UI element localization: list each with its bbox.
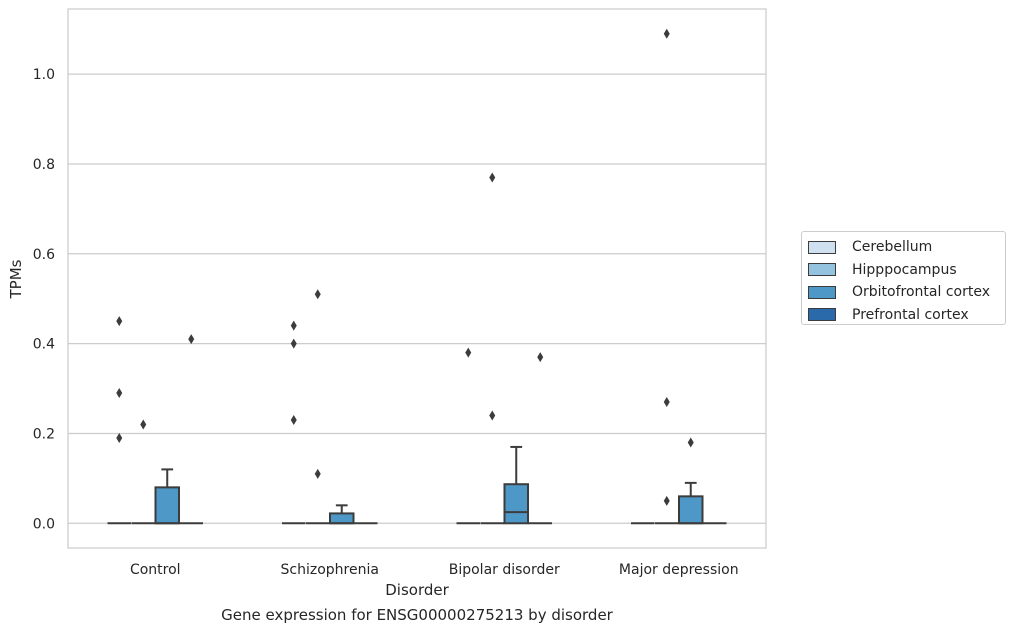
y-tick-label: 0.8 (33, 157, 55, 173)
outlier-point (290, 338, 297, 349)
box-cerebellum (107, 316, 132, 525)
x-axis-label: Disorder (385, 581, 449, 599)
x-tick-label: Bipolar disorder (449, 562, 560, 578)
legend-item: Orbitofrontal cortex (808, 281, 1005, 304)
y-tick-label: 0.6 (33, 247, 55, 263)
legend-label: Prefrontal cortex (852, 306, 969, 323)
box-orbitofrontal-cortex (503, 445, 530, 525)
plot-frame (67, 8, 767, 549)
outlier-point (116, 316, 123, 327)
legend-swatch (808, 308, 836, 322)
outlier-point (489, 410, 496, 421)
outlier-point (188, 334, 195, 345)
chart-caption: Gene expression for ENSG00000275213 by d… (221, 606, 613, 624)
box-hipppocampus (131, 419, 156, 525)
box-orbitofrontal-cortex (677, 437, 704, 525)
x-axis-ticks: Control Schizophrenia Bipolar disorder Majo… (130, 562, 739, 578)
legend-swatch (808, 285, 836, 299)
box-cerebellum (282, 320, 306, 525)
outlier-point (140, 419, 147, 430)
y-axis-ticks: 0.0 0.2 0.4 0.6 0.8 1.0 (33, 67, 55, 532)
box-cerebellum (456, 347, 481, 525)
box-hipppocampus (654, 28, 679, 525)
y-tick-label: 0.0 (33, 516, 55, 532)
legend: Cerebellum Hipppocampus Orbitofrontal cort… (801, 231, 1006, 325)
x-tick-label: Major depression (619, 562, 739, 578)
outlier-point (116, 388, 123, 399)
y-tick-label: 0.2 (33, 426, 55, 442)
box-body (328, 512, 355, 525)
box-prefrontal-cortex (179, 334, 203, 525)
x-tick-label: Schizophrenia (281, 562, 379, 578)
outlier-point (687, 437, 694, 448)
legend-item: Prefrontal cortex (808, 304, 1005, 327)
outlier-point (663, 397, 670, 408)
legend-swatch (808, 263, 836, 277)
outlier-point (489, 172, 496, 183)
outlier-point (465, 347, 472, 358)
box-orbitofrontal-cortex (154, 468, 181, 525)
box-orbitofrontal-cortex (328, 504, 355, 525)
box-hipppocampus (480, 172, 505, 525)
outlier-point (290, 414, 297, 425)
y-tick-label: 1.0 (33, 67, 55, 83)
box-hipppocampus (305, 289, 330, 525)
outlier-point (314, 289, 321, 300)
legend-label: Cerebellum (852, 239, 933, 256)
legend-label: Orbitofrontal cortex (852, 284, 990, 301)
outlier-point (663, 28, 670, 39)
box-body (154, 486, 181, 525)
gridlines (68, 73, 766, 524)
outlier-point (314, 468, 321, 479)
box-prefrontal-cortex (528, 352, 552, 525)
box-body (503, 483, 530, 525)
box-plot-marks (107, 28, 727, 525)
legend-label: Hipppocampus (852, 261, 957, 278)
box-body (677, 495, 704, 525)
outlier-point (663, 495, 670, 506)
outlier-point (290, 320, 297, 331)
legend-item: Cerebellum (808, 236, 1005, 259)
legend-item: Hipppocampus (808, 259, 1005, 282)
outlier-point (116, 432, 123, 443)
x-tick-label: Control (130, 562, 181, 578)
y-tick-label: 0.4 (33, 337, 55, 353)
outlier-point (537, 352, 544, 363)
y-axis-label: TPMs (7, 259, 25, 299)
legend-swatch (808, 240, 836, 254)
